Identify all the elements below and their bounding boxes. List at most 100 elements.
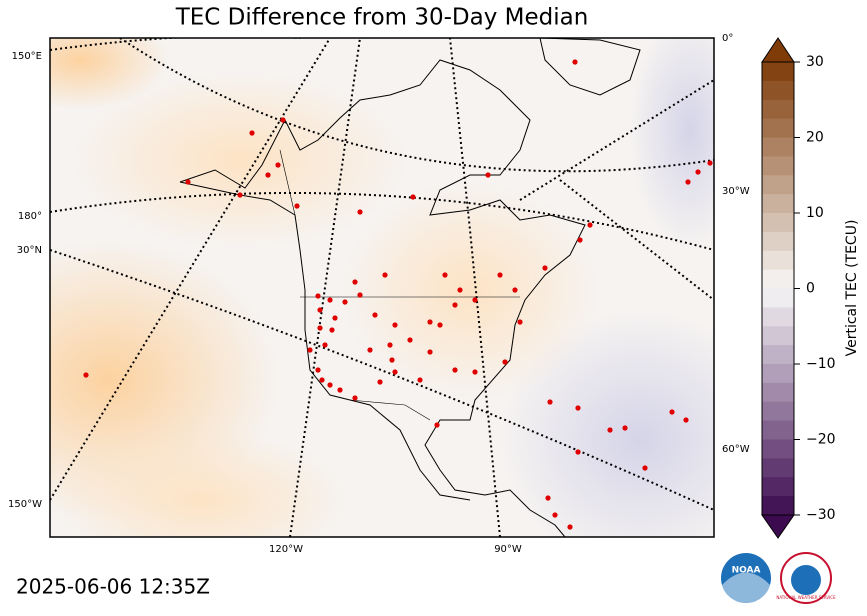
station bbox=[695, 169, 701, 175]
graticule-label: 90°W bbox=[494, 544, 522, 555]
colorbar-level bbox=[762, 269, 794, 289]
colorbar-level bbox=[762, 137, 794, 157]
tec-contour bbox=[340, 180, 600, 400]
map-frame bbox=[49, 37, 715, 538]
colorbar-level bbox=[762, 288, 794, 308]
title: TEC Difference from 30-Day Median bbox=[175, 5, 589, 31]
station bbox=[265, 172, 271, 178]
station bbox=[497, 272, 503, 278]
station bbox=[392, 369, 398, 375]
colorbar-level bbox=[762, 175, 794, 195]
station bbox=[545, 495, 551, 501]
colorbar-extend bbox=[761, 37, 795, 63]
colorbar-level bbox=[762, 213, 794, 233]
station bbox=[642, 465, 648, 471]
graticule bbox=[50, 38, 714, 537]
station bbox=[683, 417, 689, 423]
station bbox=[575, 405, 581, 411]
graticule-label: 0° bbox=[722, 33, 733, 44]
station bbox=[315, 367, 321, 373]
station bbox=[332, 315, 338, 321]
colorbar-tick-label: −20 bbox=[806, 432, 836, 448]
colorbar-level bbox=[762, 62, 794, 82]
station bbox=[317, 325, 323, 331]
station bbox=[512, 287, 518, 293]
station bbox=[352, 279, 358, 285]
colorbar-level bbox=[762, 194, 794, 214]
colorbar-level bbox=[762, 496, 794, 516]
station bbox=[357, 209, 363, 215]
station bbox=[434, 422, 440, 428]
station bbox=[502, 359, 508, 365]
colorbar-level bbox=[762, 364, 794, 384]
tec-contour bbox=[50, 430, 350, 537]
station bbox=[249, 130, 255, 136]
station bbox=[275, 162, 281, 168]
station bbox=[517, 319, 523, 325]
colorbar-level bbox=[762, 326, 794, 346]
colorbar-level bbox=[762, 345, 794, 365]
station bbox=[377, 379, 383, 385]
station bbox=[572, 59, 578, 65]
station bbox=[185, 179, 191, 185]
colorbar-extend bbox=[761, 514, 795, 539]
station bbox=[327, 297, 333, 303]
country-border bbox=[279, 149, 520, 421]
station bbox=[427, 319, 433, 325]
station bbox=[542, 265, 548, 271]
nws-logo: NATIONAL WEATHER SERVICE bbox=[776, 552, 836, 604]
graticule-label: 150°W bbox=[8, 499, 42, 510]
station bbox=[389, 357, 395, 363]
colorbar-tick-label: −10 bbox=[806, 356, 836, 372]
tec-contour bbox=[70, 70, 410, 250]
greenland bbox=[539, 38, 641, 96]
tec-contour bbox=[500, 310, 714, 537]
station bbox=[607, 427, 613, 433]
colorbar-level bbox=[762, 439, 794, 459]
map bbox=[50, 38, 714, 537]
colorbar-level bbox=[762, 118, 794, 138]
station bbox=[317, 307, 323, 313]
station bbox=[392, 322, 398, 328]
station bbox=[472, 369, 478, 375]
graticule-label: 30°N bbox=[17, 245, 42, 256]
colorbar-level bbox=[762, 382, 794, 403]
station bbox=[357, 292, 363, 298]
station bbox=[587, 222, 593, 228]
colorbar-level bbox=[762, 477, 794, 497]
logo-text: NOAA bbox=[732, 566, 761, 576]
colorbar-tick-label: 30 bbox=[806, 54, 824, 70]
station bbox=[387, 342, 393, 348]
station bbox=[367, 347, 373, 353]
station bbox=[352, 395, 358, 401]
station bbox=[567, 524, 573, 530]
station bbox=[329, 327, 335, 333]
colorbar-tick-label: 0 bbox=[806, 281, 815, 297]
station bbox=[372, 312, 378, 318]
station bbox=[685, 179, 691, 185]
logo-text: NATIONAL WEATHER SERVICE bbox=[776, 595, 836, 600]
colorbar-level bbox=[762, 458, 794, 478]
station bbox=[552, 512, 558, 518]
station bbox=[237, 192, 243, 198]
station bbox=[294, 203, 300, 209]
station bbox=[485, 172, 491, 178]
station bbox=[457, 287, 463, 293]
colorbar-level bbox=[762, 401, 794, 422]
station bbox=[315, 293, 321, 299]
station bbox=[452, 367, 458, 373]
station bbox=[410, 194, 416, 200]
graticule-label: 120°W bbox=[269, 544, 303, 555]
station bbox=[547, 399, 553, 405]
graticule-label: 180° bbox=[18, 211, 42, 222]
station bbox=[307, 347, 313, 353]
graticule-label: 30°W bbox=[722, 186, 750, 197]
colorbar-level bbox=[762, 80, 794, 101]
stations bbox=[83, 59, 713, 530]
station bbox=[437, 322, 443, 328]
station bbox=[472, 297, 478, 303]
graticule-label: 60°W bbox=[722, 444, 750, 455]
colorbar-level bbox=[762, 307, 794, 327]
station bbox=[322, 342, 328, 348]
